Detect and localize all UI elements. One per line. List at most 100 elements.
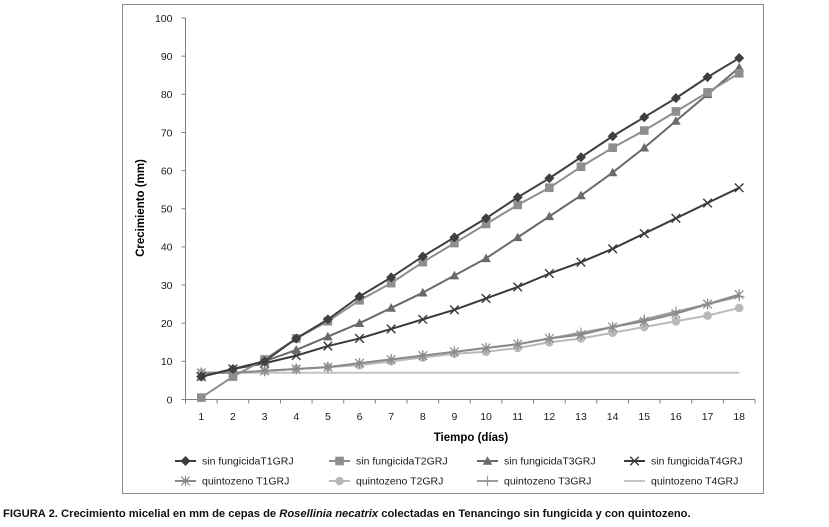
point-sin-fungicidat2grj-day-18: [734, 69, 744, 78]
point-sin-fungicidat3grj-day-11: [512, 232, 523, 242]
point-sin-fungicidat1grj-day-18: [734, 53, 745, 64]
x-axis-ticks: 1 2 3 4 5 6 7 8 9 10 11 12 13 14 15 16 17 18: [185, 399, 756, 423]
point-sin-fungicidat1grj-day-6: [354, 291, 365, 302]
legend-item-sin-fungicidat1grj: sin fungicidaT1GRJ: [175, 456, 294, 468]
point-quintozeno-t1grj-day-5: [323, 361, 333, 373]
point-sin-fungicidat1grj-day-9: [449, 232, 460, 243]
caption-text-after: colectadas en Tenancingo sin fungicida y…: [381, 508, 691, 520]
point-quintozeno-t1grj-day-10: [481, 342, 491, 354]
point-quintozeno-t1grj-day-15: [639, 315, 649, 327]
legend-item-sin-fungicidat2grj: sin fungicidaT2GRJ: [329, 456, 448, 468]
point-sin-fungicidat4grj-day-15: [639, 228, 650, 239]
point-quintozeno-t1grj-day-4: [291, 363, 301, 375]
point-quintozeno-t1grj-day-3: [259, 365, 270, 377]
point-sin-fungicidat3grj-day-9: [449, 270, 460, 280]
x-tick-label: 12: [544, 411, 556, 423]
caption-label: FIGURA 2.: [3, 508, 58, 520]
point-sin-fungicidat2grj-day-10: [481, 219, 491, 229]
point-sin-fungicidat2grj-day-12: [545, 183, 554, 193]
y-tick-label: 80: [161, 89, 173, 101]
x-tick-label: 5: [325, 411, 331, 423]
legend-label: sin fungicidaT4GRJ: [651, 456, 743, 468]
legend-item-quintozeno-t4grj: quintozeno T4GRJ: [624, 476, 738, 488]
point-sin-fungicidat2grj-day-1: [197, 393, 206, 402]
x-tick-label: 15: [638, 411, 650, 423]
point-sin-fungicidat4grj-day-9: [449, 305, 460, 315]
point-sin-fungicidat2grj-day-15: [639, 126, 649, 135]
point-sin-fungicidat1grj-day-8: [417, 251, 428, 262]
point-sin-fungicidat4grj-day-16: [671, 213, 681, 224]
y-axis-title: Crecimiento (mm): [135, 159, 147, 257]
point-quintozeno-t1grj-day-17: [702, 298, 713, 310]
y-tick-label: 0: [167, 394, 173, 406]
point-quintozeno-t2grj-day-16: [671, 316, 681, 326]
x-tick-label: 8: [420, 411, 426, 423]
y-tick-label: 60: [161, 165, 173, 177]
point-sin-fungicidat2grj-day-14: [608, 143, 617, 153]
legend-label: quintozeno T4GRJ: [651, 476, 738, 488]
point-sin-fungicidat1grj-day-2: [227, 363, 238, 374]
point-sin-fungicidat1grj-day-7: [386, 272, 397, 283]
point-sin-fungicidat3grj-day-10: [481, 253, 491, 263]
series-line-sin-fungicidat4grj: [201, 186, 740, 378]
legend-label: quintozeno T3GRJ: [504, 476, 591, 488]
point-quintozeno-t1grj-day-6: [354, 357, 365, 369]
legend-label: sin fungicidaT3GRJ: [504, 456, 596, 468]
point-sin-fungicidat4grj-day-7: [386, 324, 396, 334]
x-tick-label: 9: [452, 411, 458, 423]
point-sin-fungicidat2grj-day-13: [576, 162, 586, 172]
point-sin-fungicidat1grj-day-16: [670, 93, 681, 104]
legend-marker-asterisk: [180, 475, 191, 487]
point-quintozeno-t1grj-day-14: [607, 321, 618, 333]
point-sin-fungicidat2grj-day-2: [228, 372, 238, 381]
point-sin-fungicidat3grj-day-6: [354, 318, 365, 327]
y-tick-label: 10: [161, 356, 173, 368]
point-sin-fungicidat2grj-day-17: [703, 88, 712, 97]
x-tick-label: 4: [293, 411, 299, 423]
point-sin-fungicidat2grj-day-11: [513, 200, 523, 210]
point-sin-fungicidat3grj-day-7: [386, 303, 396, 312]
point-sin-fungicidat3grj-day-16: [671, 116, 681, 125]
point-sin-fungicidat3grj-day-15: [639, 142, 650, 152]
legend-label: quintozeno T2GRJ: [356, 476, 443, 488]
point-sin-fungicidat2grj-day-9: [450, 238, 459, 248]
point-sin-fungicidat4grj-day-13: [576, 257, 586, 267]
series-line-sin-fungicidat3grj: [201, 66, 740, 378]
point-sin-fungicidat1grj-day-15: [639, 112, 650, 123]
point-sin-fungicidat4grj-day-11: [512, 282, 523, 292]
point-quintozeno-t2grj-day-14: [608, 328, 617, 338]
y-tick-label: 40: [161, 242, 173, 254]
point-sin-fungicidat1grj-day-10: [481, 213, 492, 224]
point-quintozeno-t1grj-day-8: [418, 350, 428, 361]
series-layer: [196, 53, 745, 402]
point-sin-fungicidat1grj-day-17: [702, 72, 713, 83]
y-tick-label: 50: [161, 204, 173, 216]
legend-marker-triangle: [482, 456, 493, 465]
y-axis-ticks: 0 10 20 30 40 50 60 70 80 90 100: [155, 13, 186, 406]
legend-marker-square: [335, 456, 344, 466]
series-sin-fungicidat3grj: [196, 62, 744, 381]
legend-item-quintozeno-t3grj: quintozeno T3GRJ: [477, 475, 591, 488]
point-sin-fungicidat1grj-day-12: [544, 173, 555, 184]
point-sin-fungicidat4grj-day-6: [354, 333, 365, 344]
y-tick-label: 70: [161, 127, 173, 139]
point-sin-fungicidat3grj-day-12: [544, 211, 555, 221]
point-sin-fungicidat4grj-day-12: [544, 268, 555, 279]
x-tick-label: 3: [262, 411, 268, 423]
caption-text-before: Crecimiento micelial en mm de cepas de: [61, 508, 277, 520]
legend-item-sin-fungicidat3grj: sin fungicidaT3GRJ: [477, 456, 596, 468]
x-tick-label: 13: [575, 411, 587, 423]
legend-marker-plus: [482, 475, 493, 487]
point-sin-fungicidat3grj-day-8: [417, 287, 428, 297]
legend-item-quintozeno-t1grj: quintozeno T1GRJ: [175, 475, 289, 488]
point-sin-fungicidat1grj-day-4: [291, 333, 302, 344]
legend-label: quintozeno T1GRJ: [202, 476, 289, 488]
point-sin-fungicidat2grj-day-7: [386, 278, 396, 288]
x-tick-label: 18: [733, 411, 745, 423]
legend-item-sin-fungicidat4grj: sin fungicidaT4GRJ: [624, 456, 743, 468]
point-sin-fungicidat4grj-day-5: [323, 341, 333, 351]
point-sin-fungicidat3grj-day-14: [607, 167, 618, 177]
legend-label: sin fungicidaT2GRJ: [356, 456, 448, 468]
y-tick-label: 30: [161, 280, 173, 292]
